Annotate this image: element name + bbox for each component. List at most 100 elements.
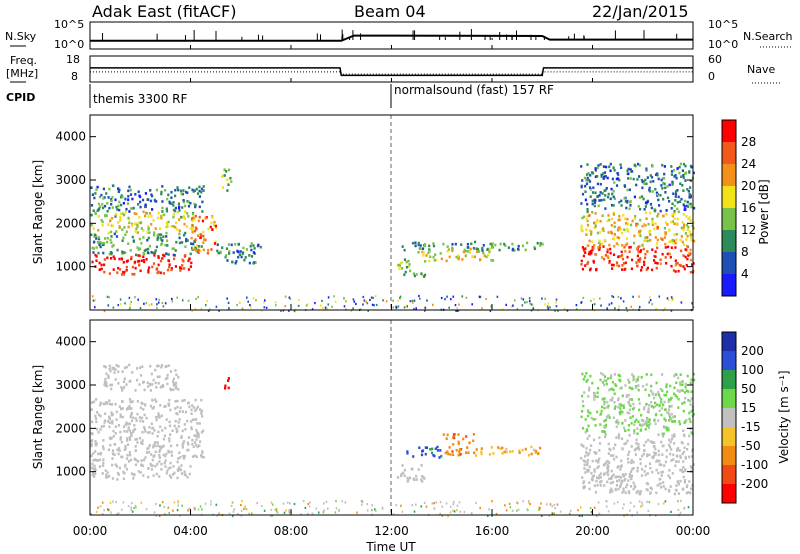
heatmap-cell <box>611 475 614 478</box>
heatmap-cell <box>128 422 131 426</box>
heatmap-cell <box>439 252 442 255</box>
heatmap-cell <box>184 428 187 431</box>
heatmap-cell <box>657 433 660 436</box>
heatmap-cell <box>672 458 675 461</box>
heatmap-cell <box>120 407 123 411</box>
heatmap-cell <box>110 383 113 387</box>
heatmap-cell <box>127 216 130 220</box>
colorbar-segment <box>722 351 736 370</box>
heatmap-cell <box>621 264 624 267</box>
heatmap-cell <box>418 446 421 449</box>
heatmap-speckle <box>251 512 253 515</box>
power-scatter-data <box>90 162 696 313</box>
heatmap-cell <box>646 250 649 253</box>
heatmap-cell <box>648 394 651 397</box>
heatmap-cell <box>104 412 107 415</box>
heatmap-speckle <box>479 295 482 299</box>
heatmap-cell <box>195 438 198 441</box>
heatmap-cell <box>107 374 110 378</box>
heatmap-cell <box>118 268 122 271</box>
heatmap-cell <box>617 243 620 247</box>
heatmap-cell <box>223 174 226 177</box>
heatmap-cell <box>631 170 634 173</box>
heatmap-cell <box>187 259 190 263</box>
heatmap-cell <box>638 402 641 405</box>
heatmap-cell <box>585 468 589 472</box>
heatmap-cell <box>118 200 121 204</box>
heatmap-speckle <box>664 500 667 503</box>
heatmap-cell <box>620 404 623 407</box>
heatmap-cell <box>666 252 669 256</box>
x-tick-label: 20:00 <box>575 524 610 538</box>
heatmap-cell <box>145 416 148 420</box>
heatmap-speckle <box>314 302 316 305</box>
heatmap-cell <box>612 213 615 216</box>
heatmap-cell <box>168 439 171 443</box>
heatmap-cell <box>693 378 696 382</box>
heatmap-cell <box>612 211 615 215</box>
heatmap-cell <box>174 226 177 229</box>
heatmap-cell <box>583 176 587 180</box>
heatmap-cell <box>684 420 687 424</box>
heatmap-cell <box>585 447 588 450</box>
heatmap-speckle <box>593 298 595 301</box>
heatmap-cell <box>175 240 178 244</box>
heatmap-cell <box>617 465 620 468</box>
heatmap-cell <box>681 184 684 187</box>
heatmap-speckle <box>590 299 592 302</box>
heatmap-cell <box>110 436 113 440</box>
heatmap-cell <box>160 214 163 218</box>
heatmap-cell <box>683 199 687 203</box>
heatmap-cell <box>427 251 430 255</box>
heatmap-cell <box>646 418 649 421</box>
heatmap-cell <box>159 404 162 407</box>
heatmap-cell <box>653 419 656 422</box>
heatmap-cell <box>119 413 122 417</box>
heatmap-cell <box>184 231 187 235</box>
heatmap-cell <box>663 426 666 429</box>
heatmap-cell <box>126 406 130 410</box>
heatmap-speckle <box>618 305 620 308</box>
heatmap-cell <box>613 221 616 225</box>
heatmap-cell <box>585 233 588 236</box>
heatmap-cell <box>244 256 247 259</box>
heatmap-cell <box>170 225 173 228</box>
heatmap-cell <box>596 195 599 199</box>
velocity-colorbar-label: Velocity [m s⁻¹] <box>777 370 791 463</box>
heatmap-cell <box>138 237 141 241</box>
heatmap-cell <box>181 206 184 209</box>
heatmap-cell <box>125 467 128 471</box>
heatmap-cell <box>600 198 603 202</box>
heatmap-cell <box>595 476 599 480</box>
heatmap-cell <box>212 223 216 227</box>
heatmap-cell <box>603 378 606 382</box>
heatmap-cell <box>451 243 454 246</box>
heatmap-cell <box>102 402 105 406</box>
colorbar-segment <box>722 120 736 142</box>
heatmap-cell <box>442 433 445 436</box>
heatmap-cell <box>586 202 589 206</box>
heatmap-speckle <box>323 509 325 512</box>
heatmap-cell <box>402 471 405 475</box>
heatmap-cell <box>444 451 447 455</box>
heatmap-speckle <box>657 503 660 506</box>
heatmap-cell <box>632 460 635 464</box>
heatmap-cell <box>627 453 630 456</box>
heatmap-cell <box>411 467 414 471</box>
heatmap-cell <box>237 242 240 246</box>
freq-label-1: Freq. <box>10 54 37 67</box>
heatmap-cell <box>663 172 666 176</box>
heatmap-cell <box>594 191 597 195</box>
heatmap-cell <box>682 265 685 268</box>
heatmap-cell <box>128 451 131 454</box>
heatmap-cell <box>636 469 639 473</box>
heatmap-cell <box>115 235 119 238</box>
heatmap-cell <box>626 393 629 397</box>
heatmap-cell <box>178 241 181 245</box>
heatmap-cell <box>611 380 615 384</box>
heatmap-speckle <box>622 507 624 510</box>
heatmap-cell <box>621 268 624 271</box>
heatmap-speckle <box>315 507 318 510</box>
heatmap-cell <box>656 246 659 250</box>
heatmap-cell <box>621 257 624 261</box>
